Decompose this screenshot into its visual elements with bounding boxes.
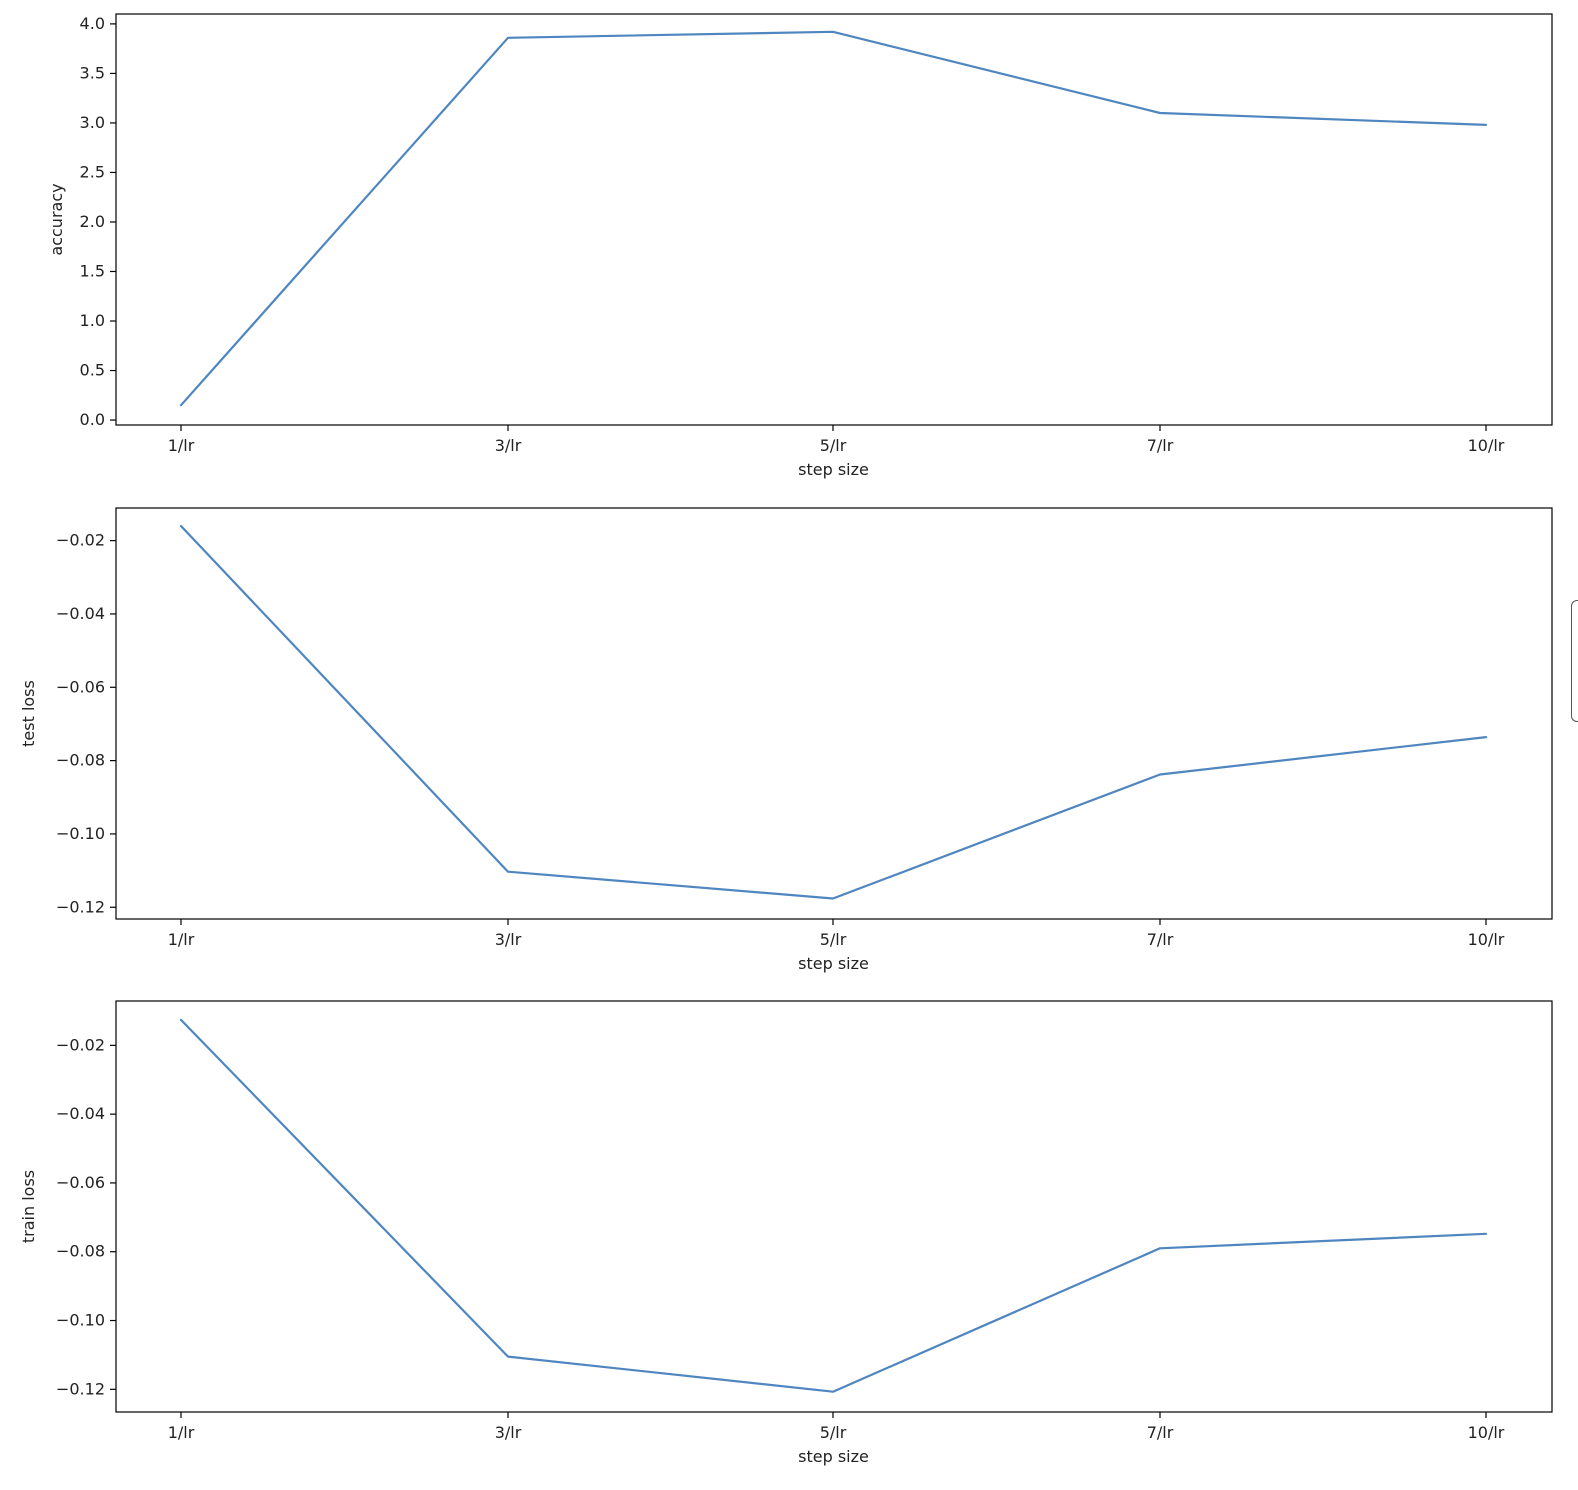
- plot-frame: [115, 1000, 1553, 1413]
- y-tick-label: −0.06: [56, 677, 105, 696]
- x-axis-label: step size: [798, 1447, 869, 1466]
- x-tick-label: 5/lr: [820, 930, 847, 949]
- x-tick-label: 1/lr: [168, 436, 195, 455]
- x-tick-label: 5/lr: [820, 436, 847, 455]
- y-tick-label: −0.08: [56, 1242, 105, 1261]
- series-line: [179, 1018, 1488, 1393]
- y-tick-label: 2.0: [80, 212, 105, 231]
- y-tick-label: −0.08: [56, 751, 105, 770]
- y-tick-label: 1.0: [80, 311, 105, 330]
- subplot-3: 1/lr 3/lr 5/lr 7/lr 10/lr −0.02 −0.04 −0.06 −0.0…: [19, 1000, 1553, 1466]
- x-axis-label: step size: [798, 954, 869, 973]
- plot-frame: [115, 13, 1553, 426]
- y-tick-label: 3.5: [80, 63, 105, 82]
- y-tick-label: 4.0: [80, 14, 105, 33]
- y-tick-label: −0.04: [56, 1104, 105, 1123]
- y-axis-label: test loss: [19, 680, 38, 747]
- y-tick-label: 3.0: [80, 113, 105, 132]
- y-tick-label: −0.04: [56, 604, 105, 623]
- series-line: [179, 30, 1488, 407]
- subplot-1: 1/lr 3/lr 5/lr 7/lr 10/lr 0.0 0.5 1.0 1.5 2.0 2.5 3…: [47, 13, 1553, 479]
- x-tick-label: 3/lr: [495, 930, 522, 949]
- y-tick-label: −0.10: [56, 824, 105, 843]
- x-tick-label: 10/lr: [1468, 930, 1505, 949]
- scrollbar-handle[interactable]: [1571, 600, 1578, 722]
- subplot-2: 1/lr 3/lr 5/lr 7/lr 10/lr −0.02 −0.04 −0.06 −0.0…: [19, 507, 1553, 973]
- x-tick-label: 10/lr: [1468, 1423, 1505, 1442]
- y-tick-label: −0.06: [56, 1173, 105, 1192]
- plot-frame: [115, 507, 1553, 920]
- y-tick-label: −0.10: [56, 1311, 105, 1330]
- x-tick-label: 7/lr: [1147, 436, 1174, 455]
- y-tick-label: 0.0: [80, 410, 105, 429]
- y-tick-label: −0.12: [56, 1379, 105, 1398]
- y-tick-label: −0.02: [56, 1035, 105, 1054]
- x-tick-label: 1/lr: [168, 1423, 195, 1442]
- x-tick-label: 1/lr: [168, 930, 195, 949]
- y-tick-label: 0.5: [80, 361, 105, 380]
- series-line: [179, 524, 1488, 900]
- x-axis-label: step size: [798, 460, 869, 479]
- x-tick-label: 7/lr: [1147, 930, 1174, 949]
- y-tick-label: −0.02: [56, 531, 105, 550]
- y-tick-label: 2.5: [80, 162, 105, 181]
- y-axis-label: accuracy: [47, 183, 66, 255]
- x-tick-label: 3/lr: [495, 436, 522, 455]
- x-tick-label: 5/lr: [820, 1423, 847, 1442]
- y-tick-label: 1.5: [80, 261, 105, 280]
- y-tick-label: −0.12: [56, 897, 105, 916]
- x-tick-label: 10/lr: [1468, 436, 1505, 455]
- x-tick-label: 7/lr: [1147, 1423, 1174, 1442]
- y-axis-label: train loss: [19, 1170, 38, 1243]
- x-tick-label: 3/lr: [495, 1423, 522, 1442]
